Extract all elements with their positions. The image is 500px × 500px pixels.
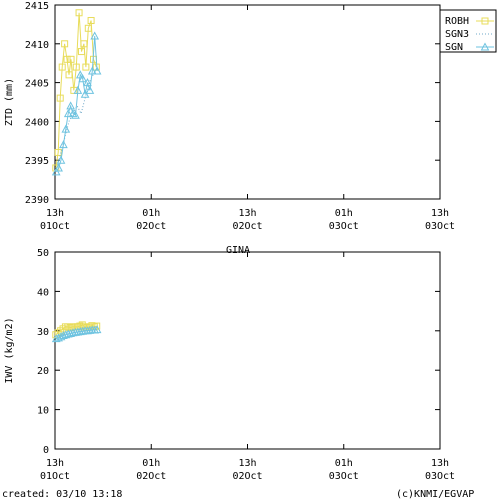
data-point xyxy=(56,155,66,164)
y-tick-label: 2395 xyxy=(25,156,49,167)
data-point xyxy=(61,330,71,339)
data-point xyxy=(61,124,71,133)
x-tick-label: 01h xyxy=(142,208,160,219)
data-point xyxy=(61,40,69,48)
legend-box xyxy=(439,9,497,53)
data-point xyxy=(51,167,61,176)
data-point xyxy=(78,74,88,83)
data-point xyxy=(66,101,75,110)
data-point xyxy=(63,55,71,63)
data-point xyxy=(87,17,95,25)
iwv-plot-frame xyxy=(54,251,441,450)
data-point xyxy=(92,66,102,75)
y-tick-label: 20 xyxy=(37,366,49,377)
iwv-panel: 0 10 20 30 40 50 13h 01Oct 01h 02Oct 13h 02Oct 01h 03… xyxy=(4,248,455,482)
x-tick-label: 01h xyxy=(142,458,160,469)
data-point xyxy=(88,322,96,330)
x-tick-label: 13h xyxy=(46,208,64,219)
data-point xyxy=(75,70,85,79)
data-point xyxy=(64,323,72,331)
data-point xyxy=(65,71,73,79)
legend-swatch-marker xyxy=(480,42,490,51)
legend-label: SGN3 xyxy=(445,29,469,40)
legend: ROBH SGN3 SGN_ xyxy=(439,9,497,53)
y-tick-label: 50 xyxy=(37,248,49,259)
legend-label: ROBH xyxy=(445,16,469,27)
data-point xyxy=(87,66,97,75)
y-tick-label: 10 xyxy=(37,406,49,417)
data-point xyxy=(54,148,62,156)
x-tick-label: 02Oct xyxy=(136,471,166,482)
data-point xyxy=(56,94,64,102)
ztd-plot-frame xyxy=(54,4,441,200)
created-timestamp: created: 03/10 13:18 xyxy=(2,489,122,500)
panel-title: GINA xyxy=(226,245,250,256)
x-tick-label: 13h xyxy=(238,458,256,469)
x-tick-label: 01Oct xyxy=(40,471,70,482)
x-tick-label: 13h xyxy=(46,458,64,469)
data-point xyxy=(92,325,102,334)
y-tick-label: 0 xyxy=(43,445,49,456)
data-point xyxy=(67,55,75,63)
data-point xyxy=(93,322,101,330)
data-point xyxy=(75,9,83,17)
x-tick-label: 13h xyxy=(238,208,256,219)
data-point xyxy=(63,109,73,118)
y-tick-label: 40 xyxy=(37,287,49,298)
data-point xyxy=(73,85,83,94)
x-tick-label: 03Oct xyxy=(329,471,359,482)
x-tick-label: 02Oct xyxy=(232,471,262,482)
y-tick-label: 30 xyxy=(37,327,49,338)
data-point xyxy=(54,163,63,172)
data-point xyxy=(58,63,66,71)
y-tick-label: 2405 xyxy=(25,79,49,90)
x-tick-label: 13h xyxy=(431,208,449,219)
data-point xyxy=(80,40,88,48)
data-point xyxy=(59,140,68,149)
data-point xyxy=(80,89,90,98)
data-point xyxy=(72,63,80,71)
y-tick-label: 2390 xyxy=(25,195,49,206)
ztd-panel: 2390 2395 2400 2405 2410 2415 13h 01Oct 01h 02Oct… xyxy=(4,1,455,232)
x-tick-label: 03Oct xyxy=(329,221,359,232)
x-tick-label: 02Oct xyxy=(136,221,166,232)
x-tick-label: 13h xyxy=(431,458,449,469)
series-line-robh xyxy=(55,12,97,169)
x-tick-label: 01h xyxy=(335,458,353,469)
data-point xyxy=(71,110,80,119)
copyright-credit: (c)KNMI/EGVAP xyxy=(396,489,474,500)
data-point xyxy=(85,85,95,94)
y-tick-label: 2400 xyxy=(25,117,49,128)
x-tick-label: 03Oct xyxy=(425,221,455,232)
data-point xyxy=(90,31,100,40)
data-point xyxy=(83,78,92,87)
data-point xyxy=(77,48,85,56)
x-tick-label: 02Oct xyxy=(232,221,262,232)
data-point xyxy=(66,329,75,338)
x-tick-label: 01h xyxy=(335,208,353,219)
x-tick-label: 01Oct xyxy=(40,221,70,232)
legend-label: SGN_ xyxy=(445,42,470,53)
ztd-y-axis-label: ZTD (mm) xyxy=(4,78,15,126)
y-tick-label: 2415 xyxy=(25,1,49,12)
legend-swatch-marker xyxy=(481,17,489,25)
iwv-y-axis-label: IWV (kg/m2) xyxy=(4,317,15,383)
y-tick-label: 2410 xyxy=(25,40,49,51)
data-point xyxy=(82,63,90,71)
x-tick-label: 03Oct xyxy=(425,471,455,482)
data-point xyxy=(84,24,92,32)
